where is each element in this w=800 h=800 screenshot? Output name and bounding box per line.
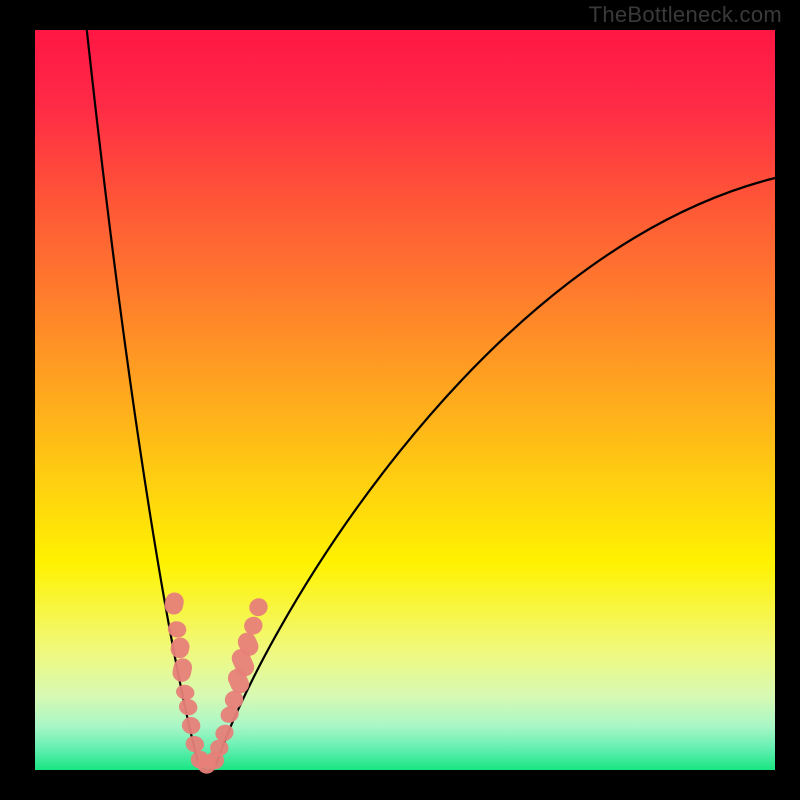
chart-background xyxy=(35,30,775,770)
data-marker xyxy=(210,740,229,756)
viewport: TheBottleneck.com xyxy=(0,0,800,800)
watermark-text: TheBottleneck.com xyxy=(589,2,782,28)
chart-svg xyxy=(0,0,800,800)
